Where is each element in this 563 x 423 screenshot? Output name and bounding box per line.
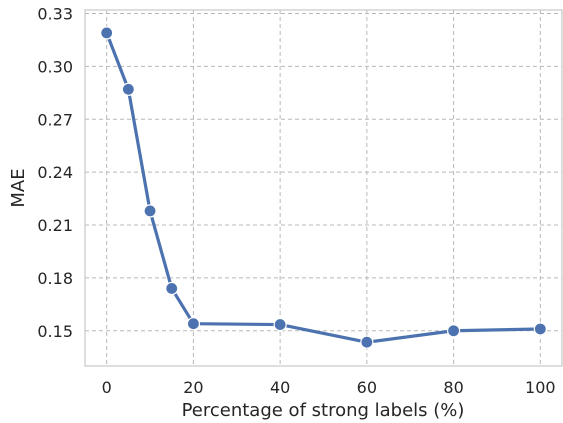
data-point <box>446 324 461 338</box>
y-tick-label: 0.27 <box>37 110 73 129</box>
y-tick-label: 0.33 <box>37 5 73 24</box>
grid <box>85 10 562 366</box>
x-tick-label: 60 <box>357 378 377 397</box>
series-line <box>105 31 542 344</box>
y-tick-label: 0.24 <box>37 163 73 182</box>
x-tick-label: 20 <box>183 378 203 397</box>
x-tick-label: 0 <box>102 378 112 397</box>
y-axis-label: MAE <box>8 168 29 207</box>
x-tick-label: 100 <box>525 378 556 397</box>
plot-frame <box>84 9 563 367</box>
x-axis-ticks: 0 20 40 60 80 100 <box>102 378 556 397</box>
data-point <box>100 26 114 40</box>
data-point <box>273 317 287 332</box>
x-axis-label: Percentage of strong labels (%) <box>182 400 465 421</box>
data-point <box>165 281 179 296</box>
y-axis-ticks: 0.15 0.18 0.21 0.24 0.27 0.30 0.33 <box>37 5 73 341</box>
y-tick-label: 0.21 <box>37 216 73 235</box>
data-point <box>121 82 135 96</box>
data-point <box>143 204 157 218</box>
y-tick-label: 0.18 <box>37 269 73 288</box>
x-tick-label: 80 <box>443 378 463 397</box>
data-point <box>360 335 374 349</box>
data-point <box>533 322 547 336</box>
y-tick-label: 0.30 <box>37 57 73 76</box>
x-tick-label: 40 <box>270 378 290 397</box>
y-tick-label: 0.15 <box>37 322 73 341</box>
data-point <box>186 317 201 331</box>
series-group <box>100 26 547 349</box>
